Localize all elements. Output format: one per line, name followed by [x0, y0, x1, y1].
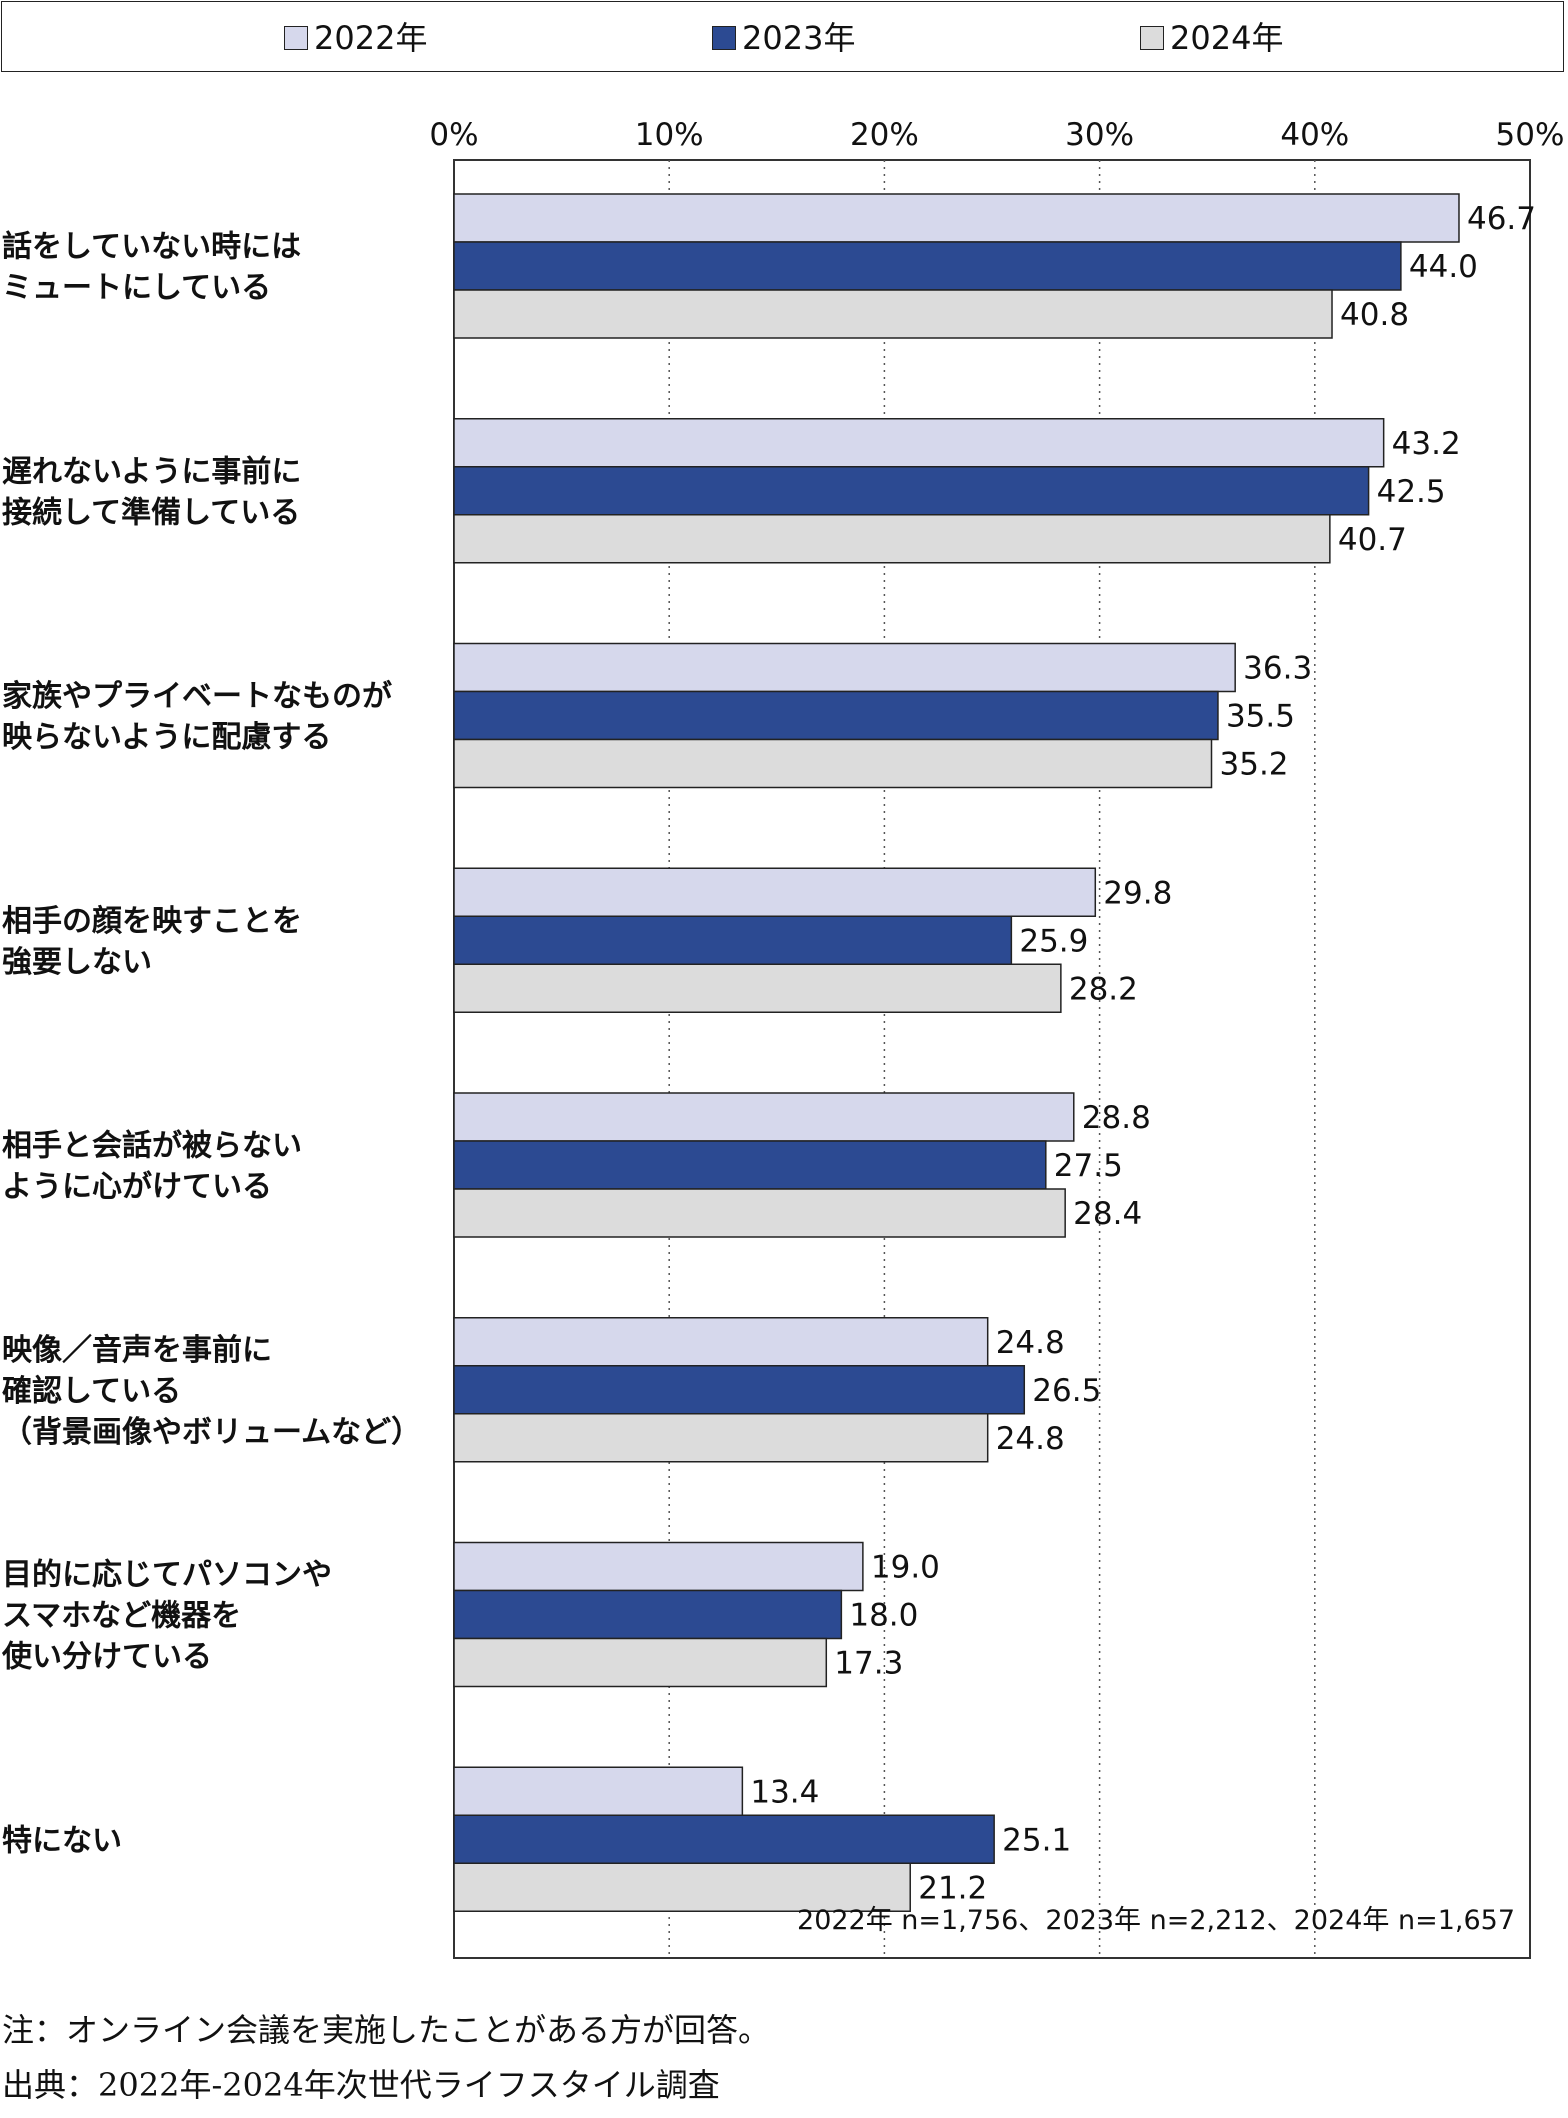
legend-swatch-2024 [1140, 25, 1164, 50]
category-label: 家族やプライベートなものが [2, 679, 392, 714]
value-label: 40.8 [1340, 297, 1409, 333]
category-label: 相手と会話が被らない [2, 1129, 302, 1164]
footnote: 注：オンライン会議を実施したことがある方が回答。 [2, 2011, 771, 2049]
bar [453, 867, 1097, 917]
bar [453, 963, 1062, 1013]
legend-label-2022: 2022年 [314, 18, 428, 57]
legend-label-2023: 2023年 [742, 18, 856, 57]
category-label: 特にない [2, 1823, 122, 1858]
value-label: 35.5 [1226, 699, 1295, 735]
x-tick-label: 30% [1065, 117, 1134, 153]
value-label: 35.2 [1220, 747, 1289, 783]
legend-item-2022: 2022年 [284, 2, 427, 73]
category-label: 接続して準備している [2, 495, 300, 530]
bar [453, 1589, 843, 1640]
category-label: 話をしていない時には [2, 230, 301, 265]
x-tick-label: 10% [635, 117, 704, 153]
value-label: 28.4 [1073, 1196, 1142, 1232]
value-label: 42.5 [1377, 474, 1446, 510]
legend-swatch-2022 [284, 25, 308, 50]
value-label: 26.5 [1032, 1373, 1101, 1409]
bar [453, 738, 1213, 789]
bar [453, 1365, 1026, 1415]
bar [453, 1092, 1075, 1142]
bar [453, 1766, 744, 1816]
sample-size-note: 2022年 n=1,756、2023年 n=2,212、2024年 n=1,65… [797, 1905, 1515, 1936]
category-label: 遅れないように事前に [2, 454, 301, 489]
value-label: 24.8 [996, 1421, 1065, 1457]
bar [453, 1862, 911, 1912]
value-label: 17.3 [834, 1646, 903, 1682]
category-label: スマホなど機器を [2, 1599, 241, 1634]
value-label: 25.1 [1002, 1822, 1071, 1858]
category-label: 映像／音声を事前に [2, 1333, 272, 1368]
x-tick-label: 50% [1496, 117, 1565, 153]
value-label: 29.8 [1103, 875, 1172, 911]
category-label: ように心がけている [2, 1170, 272, 1205]
value-label: 13.4 [750, 1774, 819, 1810]
value-label: 25.9 [1019, 923, 1088, 959]
value-label: 40.7 [1338, 522, 1407, 558]
source-note: 出典：2022年-2024年次世代ライフスタイル調査 [2, 2066, 720, 2104]
value-label: 46.7 [1467, 201, 1536, 237]
value-label: 28.2 [1069, 971, 1138, 1007]
value-label: 19.0 [871, 1550, 940, 1586]
plot-frame [453, 159, 1531, 1959]
x-tick-label: 20% [850, 117, 919, 153]
value-label: 28.8 [1082, 1100, 1151, 1136]
category-label: 目的に応じてパソコンや [2, 1558, 332, 1593]
category-label: ミュートにしている [2, 271, 271, 306]
category-label: 使い分けている [1, 1640, 212, 1675]
category-label: 強要しない [2, 945, 152, 980]
bar [453, 514, 1331, 564]
legend-swatch-2023 [712, 25, 736, 50]
bar [453, 915, 1013, 965]
category-label: 確認している [2, 1374, 181, 1409]
legend-label-2024: 2024年 [1170, 18, 1284, 57]
legend: 2022年 2023年 2024年 [1, 1, 1564, 72]
bar [453, 1637, 828, 1688]
category-label: 映らないように配慮する [2, 720, 331, 755]
bar [453, 1140, 1047, 1190]
category-label: （背景画像やボリュームなど） [2, 1415, 421, 1450]
value-label: 27.5 [1054, 1148, 1123, 1184]
bar [453, 193, 1460, 243]
bar [453, 642, 1236, 693]
bar [453, 1814, 995, 1864]
bar [453, 466, 1370, 516]
bar [453, 418, 1385, 468]
legend-item-2023: 2023年 [712, 2, 855, 73]
value-label: 18.0 [849, 1598, 918, 1634]
value-label: 44.0 [1409, 249, 1478, 285]
x-tick-label: 40% [1280, 117, 1349, 153]
value-label: 24.8 [996, 1325, 1065, 1361]
x-tick-label: 0% [429, 117, 478, 153]
bar [453, 690, 1219, 741]
bar [453, 1188, 1066, 1238]
value-label: 43.2 [1392, 426, 1461, 462]
value-label: 36.3 [1243, 651, 1312, 687]
bar [453, 289, 1333, 339]
value-label: 21.2 [918, 1870, 987, 1906]
category-label: 相手の顔を映すことを [2, 904, 302, 939]
bar [453, 241, 1402, 291]
bar [453, 1317, 989, 1367]
bar [453, 1413, 989, 1463]
bar [453, 1541, 864, 1592]
legend-item-2024: 2024年 [1140, 2, 1283, 73]
